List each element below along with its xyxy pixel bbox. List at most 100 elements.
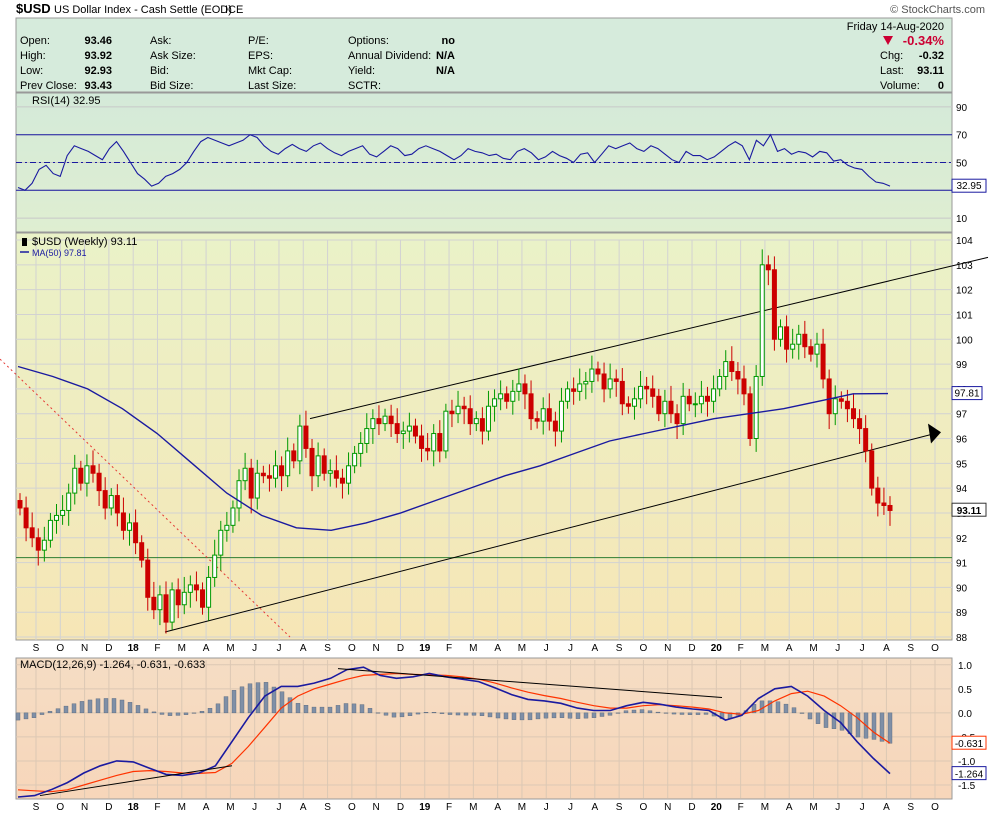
stat-label: Bid Size: [150, 80, 193, 92]
x-tick-label: O [56, 643, 64, 654]
macd-histogram-bar [431, 712, 437, 714]
candle-body [765, 264, 771, 271]
macd-histogram-bar [655, 711, 661, 714]
stat-label: EPS: [248, 50, 273, 62]
candle-body [376, 418, 382, 425]
stat-label: Chg: [880, 50, 903, 62]
rsi-layer: 32.95 [16, 133, 987, 193]
y-tick-label: 95 [956, 459, 968, 470]
x-tick-label: M [761, 802, 769, 813]
candle-body [461, 405, 467, 410]
stat-label: Ask: [150, 35, 171, 47]
candle-body [784, 326, 790, 350]
signal-last-value-box [951, 735, 987, 750]
candle-body [145, 559, 151, 598]
macd-histogram-bar [63, 705, 69, 714]
candle-body [339, 477, 345, 484]
candle-body [120, 512, 126, 531]
y-tick-label: 104 [956, 236, 973, 247]
candle-body [352, 452, 358, 467]
macd-histogram-bar [359, 704, 365, 714]
stat-label: Annual Dividend: [348, 50, 431, 62]
rsi-last-value: 32.95 [956, 181, 981, 192]
candle-body [869, 450, 875, 489]
candle-body [650, 388, 656, 397]
candle-body [498, 393, 504, 400]
candle-body [200, 589, 206, 608]
candle-legend-icon [22, 238, 27, 246]
x-tick-label: S [907, 643, 914, 654]
macd-histogram-bar [287, 697, 293, 714]
price-panel [15, 232, 953, 641]
stat-label: High: [20, 50, 46, 62]
macd-histogram-bar [215, 703, 221, 714]
x-tick-label: F [154, 643, 160, 654]
x-tick-label: A [786, 643, 793, 654]
y-tick-label: 90 [956, 583, 968, 594]
candle-body [206, 576, 212, 608]
macd-line [17, 666, 891, 798]
macd-histogram-bar [639, 709, 645, 714]
candle-body [662, 400, 668, 415]
macd-histogram-bar [663, 712, 669, 714]
stat-value: 92.93 [84, 65, 112, 77]
macd-histogram-bar [463, 712, 469, 716]
candle-body [589, 368, 595, 382]
macd-histogram-bar [527, 712, 533, 721]
macd-histogram-bar [447, 712, 453, 715]
candle-body [443, 410, 449, 452]
candle-body [686, 395, 692, 405]
candle-body [510, 390, 516, 402]
candle-body [717, 375, 723, 390]
macd-falling-trendline [337, 668, 723, 698]
x-tick-label: 20 [711, 643, 723, 654]
x-tick-label: 20 [711, 802, 723, 813]
stat-label: SCTR: [348, 80, 381, 92]
macd-histogram-bar [327, 706, 333, 714]
stat-label: Last: [880, 65, 904, 77]
candle-body [212, 554, 218, 578]
x-tick-label: F [446, 643, 452, 654]
x-tick-label: 18 [128, 643, 140, 654]
candle-body [771, 269, 777, 340]
candle-body [741, 378, 747, 395]
macd-histogram-bar [879, 712, 885, 742]
candle-body [723, 361, 729, 377]
x-tick-label: D [688, 802, 695, 813]
signal-last-value: -0.631 [955, 739, 984, 750]
candle-body [382, 415, 388, 425]
macd-histogram-bar [511, 712, 517, 720]
candle-body [552, 420, 558, 432]
watermark: © StockCharts.com [890, 4, 985, 16]
x-tick-label: S [907, 802, 914, 813]
candle-body [169, 589, 175, 623]
candle-body [711, 388, 717, 402]
candle-body [346, 465, 352, 484]
candle-body [370, 418, 376, 430]
candle-body [808, 346, 814, 355]
x-tick-label: F [738, 643, 744, 654]
x-tick-label: A [883, 643, 890, 654]
candle-body [291, 450, 297, 462]
candle-body [838, 398, 844, 402]
x-tick-label: F [446, 802, 452, 813]
down-arrow-icon [883, 36, 893, 45]
candle-body [394, 423, 400, 435]
stats-block: Open: 93.46 High: 93.92 Low: 92.93 Prev Close:… [20, 35, 944, 92]
stat-label: Options: [348, 35, 389, 47]
x-tick-label: M [809, 802, 817, 813]
macd-histogram-bar [335, 705, 341, 714]
macd-histogram-bar [631, 709, 637, 714]
x-tick-label: A [786, 802, 793, 813]
candle-body [619, 380, 625, 405]
y-tick-label: 97 [956, 410, 968, 421]
candle-body [175, 589, 181, 606]
x-tick-label: A [203, 643, 210, 654]
candle-body [504, 393, 510, 402]
candle-body [844, 400, 850, 410]
x-tick-label: M [518, 643, 526, 654]
macd-last-value: -1.264 [955, 770, 984, 781]
macd-histogram-bar [647, 710, 653, 714]
y-tick-label: 1.0 [958, 661, 972, 672]
candle-body [747, 393, 753, 439]
